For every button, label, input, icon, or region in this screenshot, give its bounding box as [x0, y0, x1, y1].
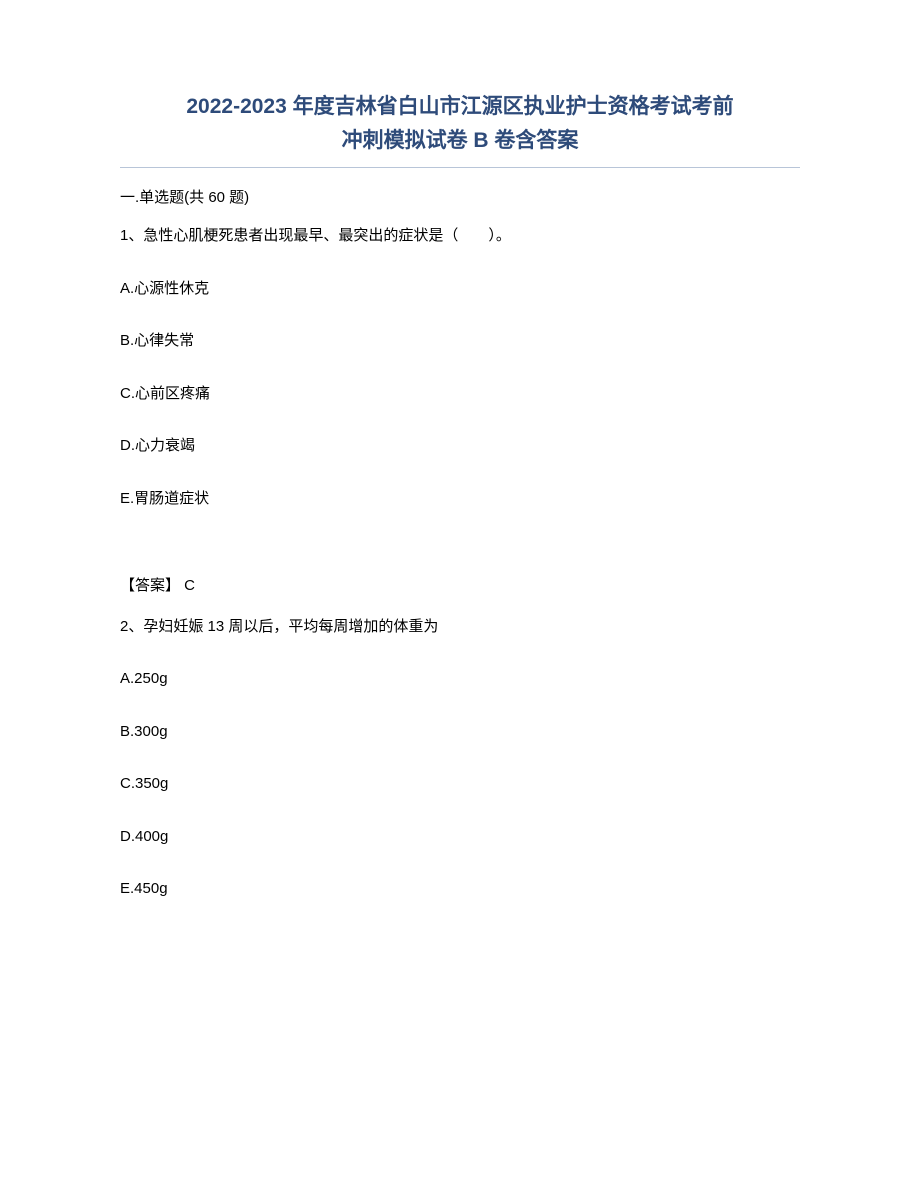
question-1-option-a: A.心源性休克 — [120, 278, 800, 301]
question-1-option-e: E.胃肠道症状 — [120, 488, 800, 511]
question-2-number: 2、 — [120, 618, 143, 635]
question-2-option-d: D.400g — [120, 826, 800, 849]
question-2-option-a: A.250g — [120, 668, 800, 691]
question-2-text: 孕妇妊娠 13 周以后，平均每周增加的体重为 — [143, 618, 438, 635]
question-2-option-c: C.350g — [120, 773, 800, 796]
question-1-option-d: D.心力衰竭 — [120, 435, 800, 458]
title-line-1: 2022-2023 年度吉林省白山市江源区执业护士资格考试考前 — [120, 90, 800, 124]
question-1-number: 1、 — [120, 227, 143, 244]
section-header: 一.单选题(共 60 题) — [120, 186, 800, 207]
question-2: 2、孕妇妊娠 13 周以后，平均每周增加的体重为 — [120, 616, 800, 639]
question-1-option-c: C.心前区疼痛 — [120, 383, 800, 406]
question-1-option-b: B.心律失常 — [120, 330, 800, 353]
question-2-option-b: B.300g — [120, 721, 800, 744]
question-2-option-e: E.450g — [120, 878, 800, 901]
title-divider — [120, 167, 800, 168]
question-1-answer: 【答案】 C — [120, 575, 800, 598]
question-1-text: 急性心肌梗死患者出现最早、最突出的症状是（ ）。 — [143, 227, 511, 244]
question-1: 1、急性心肌梗死患者出现最早、最突出的症状是（ ）。 — [120, 225, 800, 248]
document-title: 2022-2023 年度吉林省白山市江源区执业护士资格考试考前 冲刺模拟试卷 B… — [120, 90, 800, 157]
title-line-2: 冲刺模拟试卷 B 卷含答案 — [120, 124, 800, 158]
